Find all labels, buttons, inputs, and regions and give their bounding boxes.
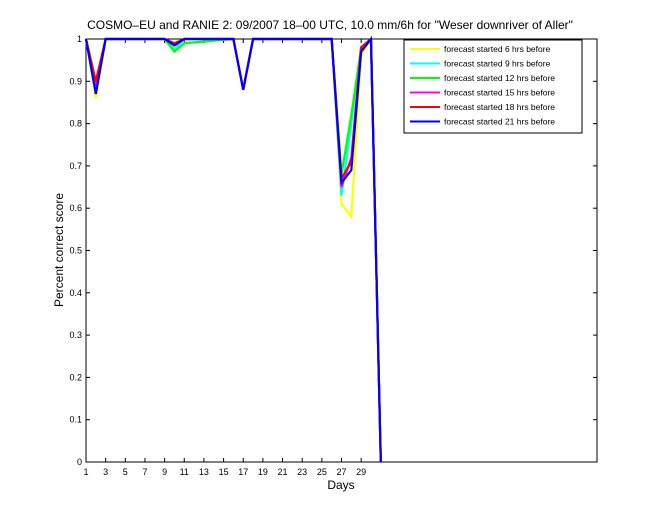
x-tick-label: 21	[278, 467, 288, 477]
legend-entry: forecast started 12 hrs before	[444, 73, 555, 83]
axis-ticks: 1 3 5 7 9 11 13 15 17 19 21 23 25 27 2900.10.20.30.40.…	[69, 34, 597, 477]
y-tick-label: 0.3	[69, 330, 82, 340]
y-tick-label: 0.8	[69, 119, 82, 129]
legend-box	[403, 39, 583, 134]
x-tick-label: 19	[258, 467, 268, 477]
legend: forecast started 6 hrs before forecast st…	[403, 39, 583, 134]
x-tick-label: 3	[103, 467, 108, 477]
series-line-6	[84, 35, 382, 463]
x-tick-label: 27	[336, 467, 346, 477]
y-tick-label: 1	[77, 34, 82, 44]
y-tick-label: 0.1	[69, 415, 82, 425]
x-tick-label: 29	[356, 467, 366, 477]
x-tick-label: 5	[123, 467, 128, 477]
x-tick-label: 17	[238, 467, 248, 477]
legend-entry: forecast started 21 hrs before	[444, 117, 555, 127]
y-tick-label: 0	[77, 457, 82, 467]
legend-entry: forecast started 9 hrs before	[444, 59, 551, 69]
y-tick-label: 0.6	[69, 203, 82, 213]
x-tick-label: 11	[180, 467, 189, 477]
legend-entry: forecast started 18 hrs before	[444, 102, 555, 112]
y-tick-label: 0.7	[69, 161, 82, 171]
x-tick-label: 23	[297, 467, 307, 477]
legend-entry: forecast started 15 hrs before	[444, 88, 555, 98]
x-tick-label: 9	[162, 467, 167, 477]
x-tick-label: 7	[142, 467, 147, 477]
y-axis-label: Percent correct score	[52, 193, 66, 307]
x-tick-label: 1	[83, 467, 88, 477]
y-tick-label: 0.2	[69, 372, 82, 382]
y-tick-label: 0.4	[69, 288, 82, 298]
x-tick-label: 15	[219, 467, 229, 477]
x-tick-label: 13	[199, 467, 209, 477]
x-axis-label: Days	[327, 478, 354, 492]
x-tick-label: 25	[317, 467, 327, 477]
y-tick-label: 0.5	[69, 246, 82, 256]
y-tick-label: 0.9	[69, 76, 82, 86]
legend-entry: forecast started 6 hrs before	[444, 44, 551, 54]
series-lines	[84, 35, 382, 463]
chart-title: COSMO–EU and RANIE 2: 09/2007 18–00 UTC,…	[87, 18, 573, 32]
